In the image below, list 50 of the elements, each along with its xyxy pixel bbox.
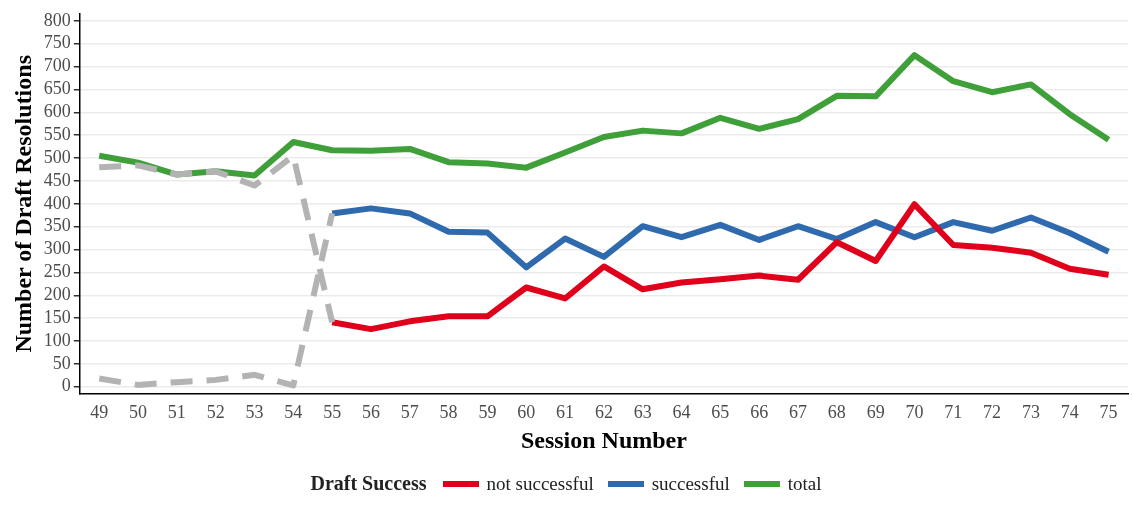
x-tick-label: 59 [478, 402, 497, 423]
x-tick-label: 54 [284, 402, 303, 423]
x-tick-label: 74 [1060, 402, 1079, 423]
y-tick-label: 700 [43, 55, 71, 76]
y-tick-label: 800 [43, 9, 71, 30]
x-tick-label: 53 [245, 402, 264, 423]
x-tick-label: 55 [323, 402, 342, 423]
x-tick-label: 57 [400, 402, 419, 423]
x-tick-label: 73 [1021, 402, 1040, 423]
y-tick-label: 550 [43, 123, 71, 144]
legend-title: Draft Success [310, 472, 427, 495]
x-tick-label: 66 [750, 402, 769, 423]
y-tick-label: 650 [43, 78, 71, 99]
x-tick-label: 70 [905, 402, 924, 423]
y-tick-label: 750 [43, 32, 71, 53]
x-tick-label: 65 [711, 402, 730, 423]
y-tick-label: 50 [52, 352, 71, 373]
y-tick-label: 100 [43, 329, 71, 350]
x-tick-label: 51 [167, 402, 186, 423]
x-tick-label: 56 [361, 402, 380, 423]
y-tick-label: 600 [43, 101, 71, 122]
x-axis-title: Session Number [520, 426, 688, 453]
x-tick-label: 62 [594, 402, 613, 423]
y-tick-label: 350 [43, 215, 71, 236]
x-tick-label: 49 [90, 402, 109, 423]
x-tick-label: 71 [944, 402, 963, 423]
y-tick-label: 250 [43, 261, 71, 282]
y-tick-label: 200 [43, 284, 71, 304]
y-tick-label: 0 [61, 375, 71, 396]
x-tick-label: 64 [672, 402, 691, 423]
y-tick-label: 400 [43, 192, 71, 213]
x-tick-label: 58 [439, 402, 458, 423]
x-tick-label: 68 [827, 402, 846, 423]
x-tick-label: 50 [129, 402, 148, 423]
legend-label: total [787, 472, 822, 495]
x-tick-label: 69 [866, 402, 885, 423]
y-tick-label: 450 [43, 169, 71, 190]
x-tick-label: 75 [1099, 402, 1118, 423]
x-tick-label: 52 [206, 402, 225, 423]
legend-label: successful [651, 472, 730, 495]
y-axis-title: Number of Draft Resolutions [9, 55, 36, 353]
legend-label: not successful [486, 472, 594, 495]
y-tick-label: 150 [43, 306, 71, 327]
x-tick-label: 61 [556, 402, 575, 423]
x-tick-label: 72 [983, 402, 1002, 423]
x-tick-label: 60 [517, 402, 536, 423]
y-tick-label: 500 [43, 146, 71, 167]
x-tick-label: 67 [789, 402, 808, 423]
x-tick-label: 63 [633, 402, 652, 423]
y-tick-label: 300 [43, 238, 71, 259]
